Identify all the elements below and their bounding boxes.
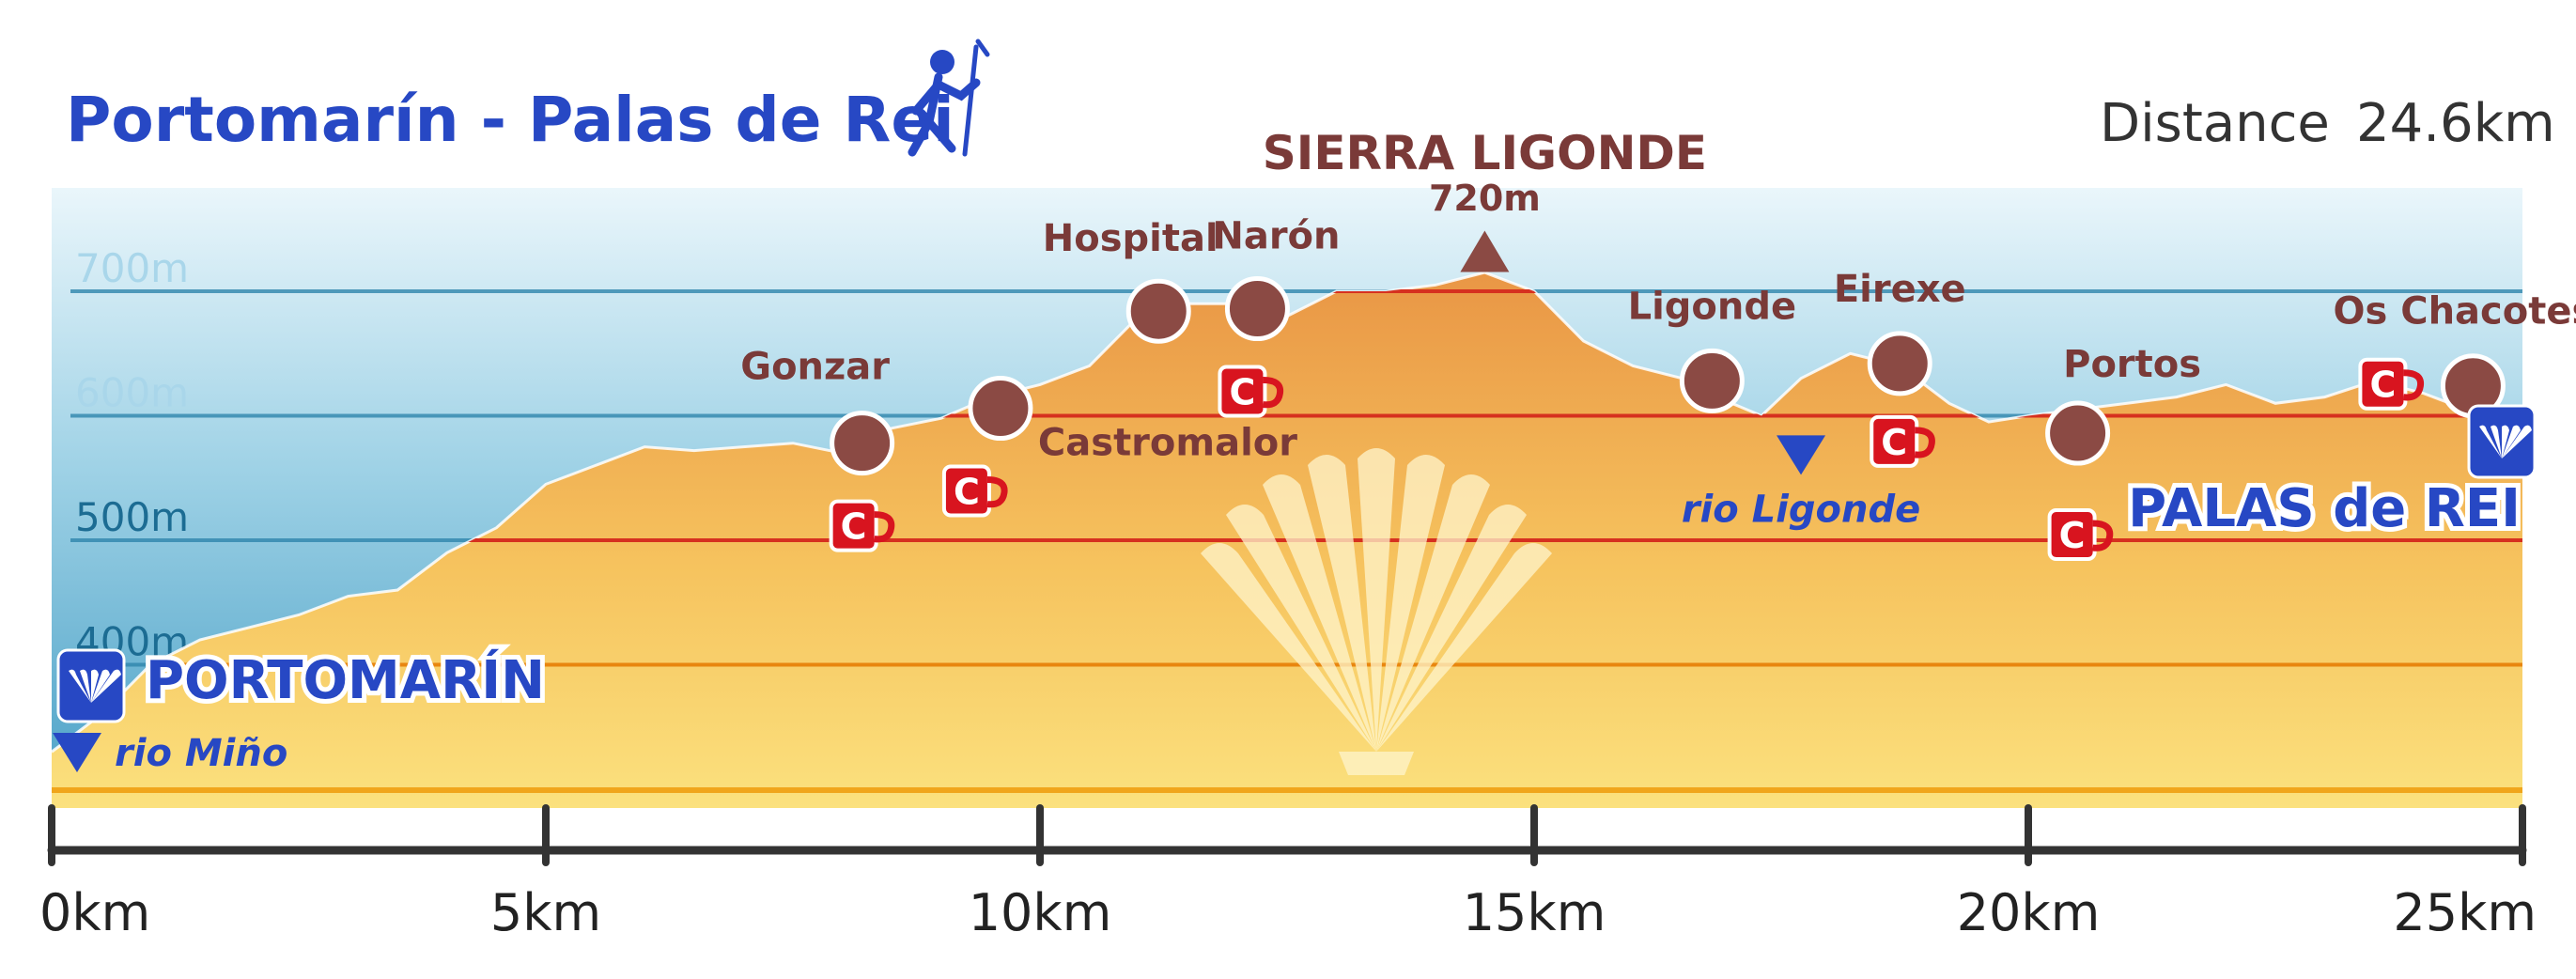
cafe-icon: C <box>829 499 895 552</box>
river-label: rio Miño <box>115 732 287 775</box>
cafe-cup <box>941 464 991 518</box>
cafe-cup-handle <box>986 476 1008 508</box>
village-marker <box>1679 348 1745 413</box>
cafe-icon: C <box>1218 365 1284 418</box>
cafe-cup-handle <box>2402 369 2425 401</box>
chart-title: Portomarín - Palas de Rei <box>66 84 954 156</box>
y-tick-label: 700m <box>75 245 189 291</box>
peak-marker-icon <box>1460 230 1510 272</box>
badge-shell-rib <box>91 669 121 703</box>
shell-rib <box>1201 543 1376 752</box>
shell-rib <box>1376 474 1490 752</box>
village-marker <box>2045 400 2111 466</box>
river-marker-icon <box>53 733 101 772</box>
cafe-cup <box>2358 357 2408 411</box>
cafe-cup-handle <box>874 511 895 543</box>
village-label: Hospital <box>1043 217 1218 260</box>
badge-shell-rib <box>2502 425 2532 458</box>
shell-rib <box>1263 474 1376 752</box>
cafe-cup-handle <box>1914 427 1935 458</box>
shell-base <box>1339 752 1414 775</box>
y-tick-label: 500m <box>75 494 189 540</box>
cafe-symbol: C <box>841 506 867 548</box>
peak-name-label: SIERRA LIGONDE <box>1263 126 1707 180</box>
x-tick-label: 25km <box>2393 883 2537 942</box>
cafe-symbol: C <box>954 472 980 513</box>
shell-rib <box>1376 505 1527 752</box>
village-label: Os Chacotes <box>2333 290 2576 334</box>
village-marker <box>1867 331 1932 396</box>
badge-shell-rib <box>91 669 99 703</box>
cafe-symbol: C <box>2369 365 2396 406</box>
x-tick-label: 15km <box>1463 883 1606 942</box>
badge-shell-rib <box>91 669 110 703</box>
cafe-icon: C <box>2047 508 2114 562</box>
plot-area: 300m400m500m600m700m0km5km10km15km20km25… <box>39 126 2576 942</box>
x-tick-label: 20km <box>1957 883 2101 942</box>
town-label: PORTOMARÍN <box>146 649 545 711</box>
cafe-symbol: C <box>1229 372 1255 413</box>
cafe-icon: C <box>1870 414 1935 468</box>
cafe-cup <box>1218 365 1267 418</box>
shell-rib <box>1376 543 1552 752</box>
cafe-icon: C <box>2358 357 2425 411</box>
x-tick-label: 5km <box>490 883 601 942</box>
village-label: Eirexe <box>1834 268 1966 311</box>
peak-elevation-label: 720m <box>1429 178 1541 219</box>
village-marker <box>1125 278 1191 344</box>
village-label: Portos <box>2063 343 2201 386</box>
badge-shell-rib <box>80 669 91 703</box>
shell-rib <box>1226 505 1376 752</box>
village-label: Ligonde <box>1628 285 1797 328</box>
badge-shell-rib <box>69 669 91 703</box>
shell-badge-icon <box>56 648 126 723</box>
cafe-symbol: C <box>1881 422 1907 463</box>
village-marker <box>1224 276 1290 342</box>
scallop-shell-watermark <box>1201 448 1552 775</box>
x-tick-label: 10km <box>969 883 1112 942</box>
cafe-cup-handle <box>1263 377 1284 409</box>
village-marker <box>830 411 895 476</box>
shell-rib <box>1358 448 1395 752</box>
cafe-cup <box>1870 414 1919 468</box>
badge-shell-rib <box>2502 425 2521 458</box>
distance-label: Distance <box>2100 93 2330 154</box>
distance-value: 24.6km <box>2356 93 2555 154</box>
village-label: Castromalor <box>1038 422 1297 465</box>
river-marker-icon <box>1777 435 1826 475</box>
cafe-icon: C <box>941 464 1008 518</box>
cafe-cup <box>2047 508 2097 562</box>
village-marker <box>968 376 1033 442</box>
town-label: PALAS de REI <box>2128 478 2521 539</box>
badge-shell-rib <box>2502 425 2509 458</box>
x-tick-label: 0km <box>39 883 150 942</box>
y-tick-label: 600m <box>75 370 189 416</box>
shell-rib <box>1308 455 1376 752</box>
shell-badge-icon <box>2467 404 2537 479</box>
badge-shell-rib <box>2479 425 2502 458</box>
shell-rib <box>1376 455 1445 752</box>
river-label: rio Ligonde <box>1682 488 1920 531</box>
badge-shell-rib <box>2491 425 2502 458</box>
cafe-cup <box>829 499 878 552</box>
hiker-icon <box>908 39 990 157</box>
cafe-symbol: C <box>2059 515 2086 556</box>
village-label: Gonzar <box>740 346 890 389</box>
cafe-cup-handle <box>2092 520 2114 552</box>
village-label: Narón <box>1212 215 1340 258</box>
